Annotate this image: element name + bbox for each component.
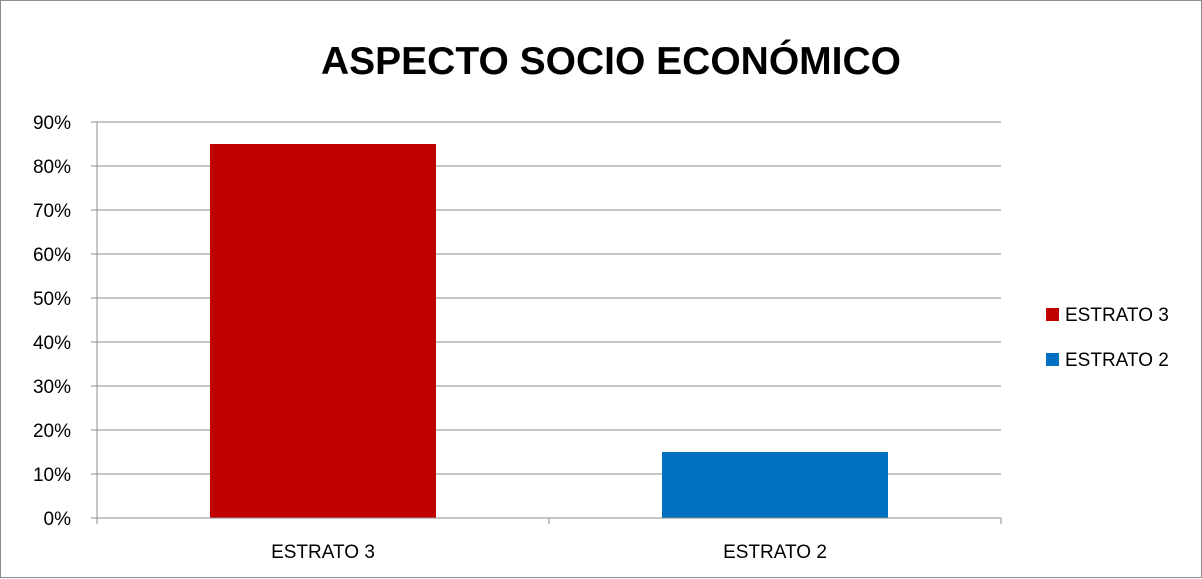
legend-label: ESTRATO 2: [1065, 350, 1169, 371]
legend: ESTRATO 3 ESTRATO 2: [1046, 305, 1169, 371]
bar-estrato-2: [662, 452, 888, 518]
y-tick-label: 50%: [33, 289, 71, 310]
y-tick-label: 30%: [33, 377, 71, 398]
y-tick-label: 80%: [33, 157, 71, 178]
bar-estrato-3: [210, 144, 436, 518]
legend-label: ESTRATO 3: [1065, 305, 1169, 326]
chart-title: ASPECTO SOCIO ECONÓMICO: [321, 39, 901, 83]
y-tick-label: 60%: [33, 245, 71, 266]
y-tick-label: 20%: [33, 421, 71, 442]
legend-swatch: [1046, 308, 1059, 321]
y-tick-label: 40%: [33, 333, 71, 354]
y-tick-label: 10%: [33, 465, 71, 486]
y-axis-ticks: 0% 10% 20% 30% 40% 50% 60% 70% 80% 90%: [33, 113, 97, 530]
legend-swatch: [1046, 353, 1059, 366]
x-tick-label: ESTRATO 3: [271, 542, 375, 563]
bars: [210, 144, 888, 518]
y-tick-label: 70%: [33, 201, 71, 222]
x-tick-label: ESTRATO 2: [723, 542, 827, 563]
y-tick-label: 0%: [44, 509, 72, 530]
x-axis-ticks: ESTRATO 3 ESTRATO 2: [96, 518, 1002, 563]
y-tick-label: 90%: [33, 113, 71, 134]
